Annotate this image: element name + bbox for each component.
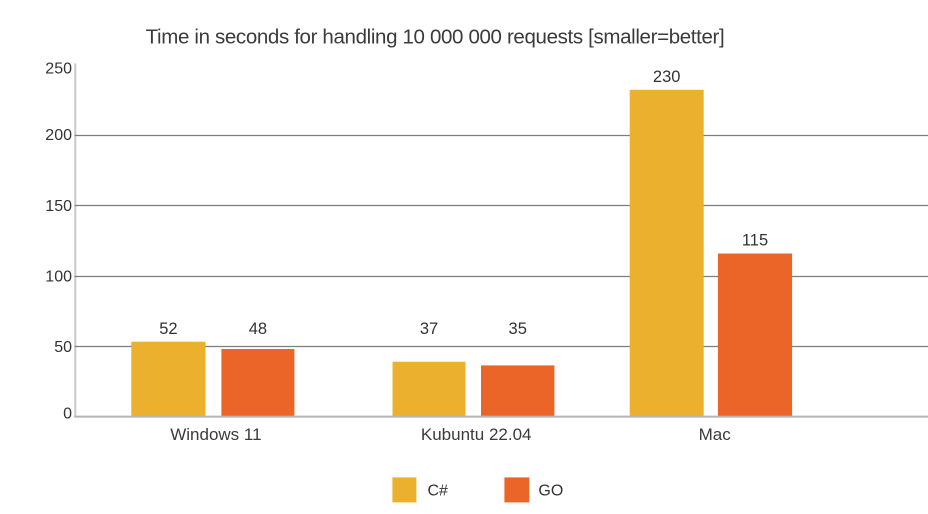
svg-text:C#: C# bbox=[428, 483, 449, 500]
svg-text:37: 37 bbox=[420, 320, 438, 338]
svg-text:Mac: Mac bbox=[699, 425, 732, 444]
svg-text:50: 50 bbox=[54, 339, 72, 356]
svg-text:250: 250 bbox=[45, 61, 72, 78]
svg-text:150: 150 bbox=[45, 198, 72, 215]
svg-text:Windows 11: Windows 11 bbox=[170, 425, 261, 444]
svg-text:35: 35 bbox=[509, 320, 527, 338]
svg-text:200: 200 bbox=[45, 127, 72, 144]
svg-text:Kubuntu 22.04: Kubuntu 22.04 bbox=[421, 425, 532, 444]
svg-text:GO: GO bbox=[538, 483, 563, 500]
svg-text:230: 230 bbox=[653, 68, 681, 86]
svg-text:0: 0 bbox=[63, 406, 72, 423]
svg-text:Time in seconds for handling 1: Time in seconds for handling 10 000 000 … bbox=[146, 25, 725, 48]
svg-text:48: 48 bbox=[249, 320, 267, 338]
svg-text:115: 115 bbox=[742, 232, 768, 250]
svg-text:100: 100 bbox=[45, 269, 72, 286]
svg-text:52: 52 bbox=[159, 320, 177, 338]
